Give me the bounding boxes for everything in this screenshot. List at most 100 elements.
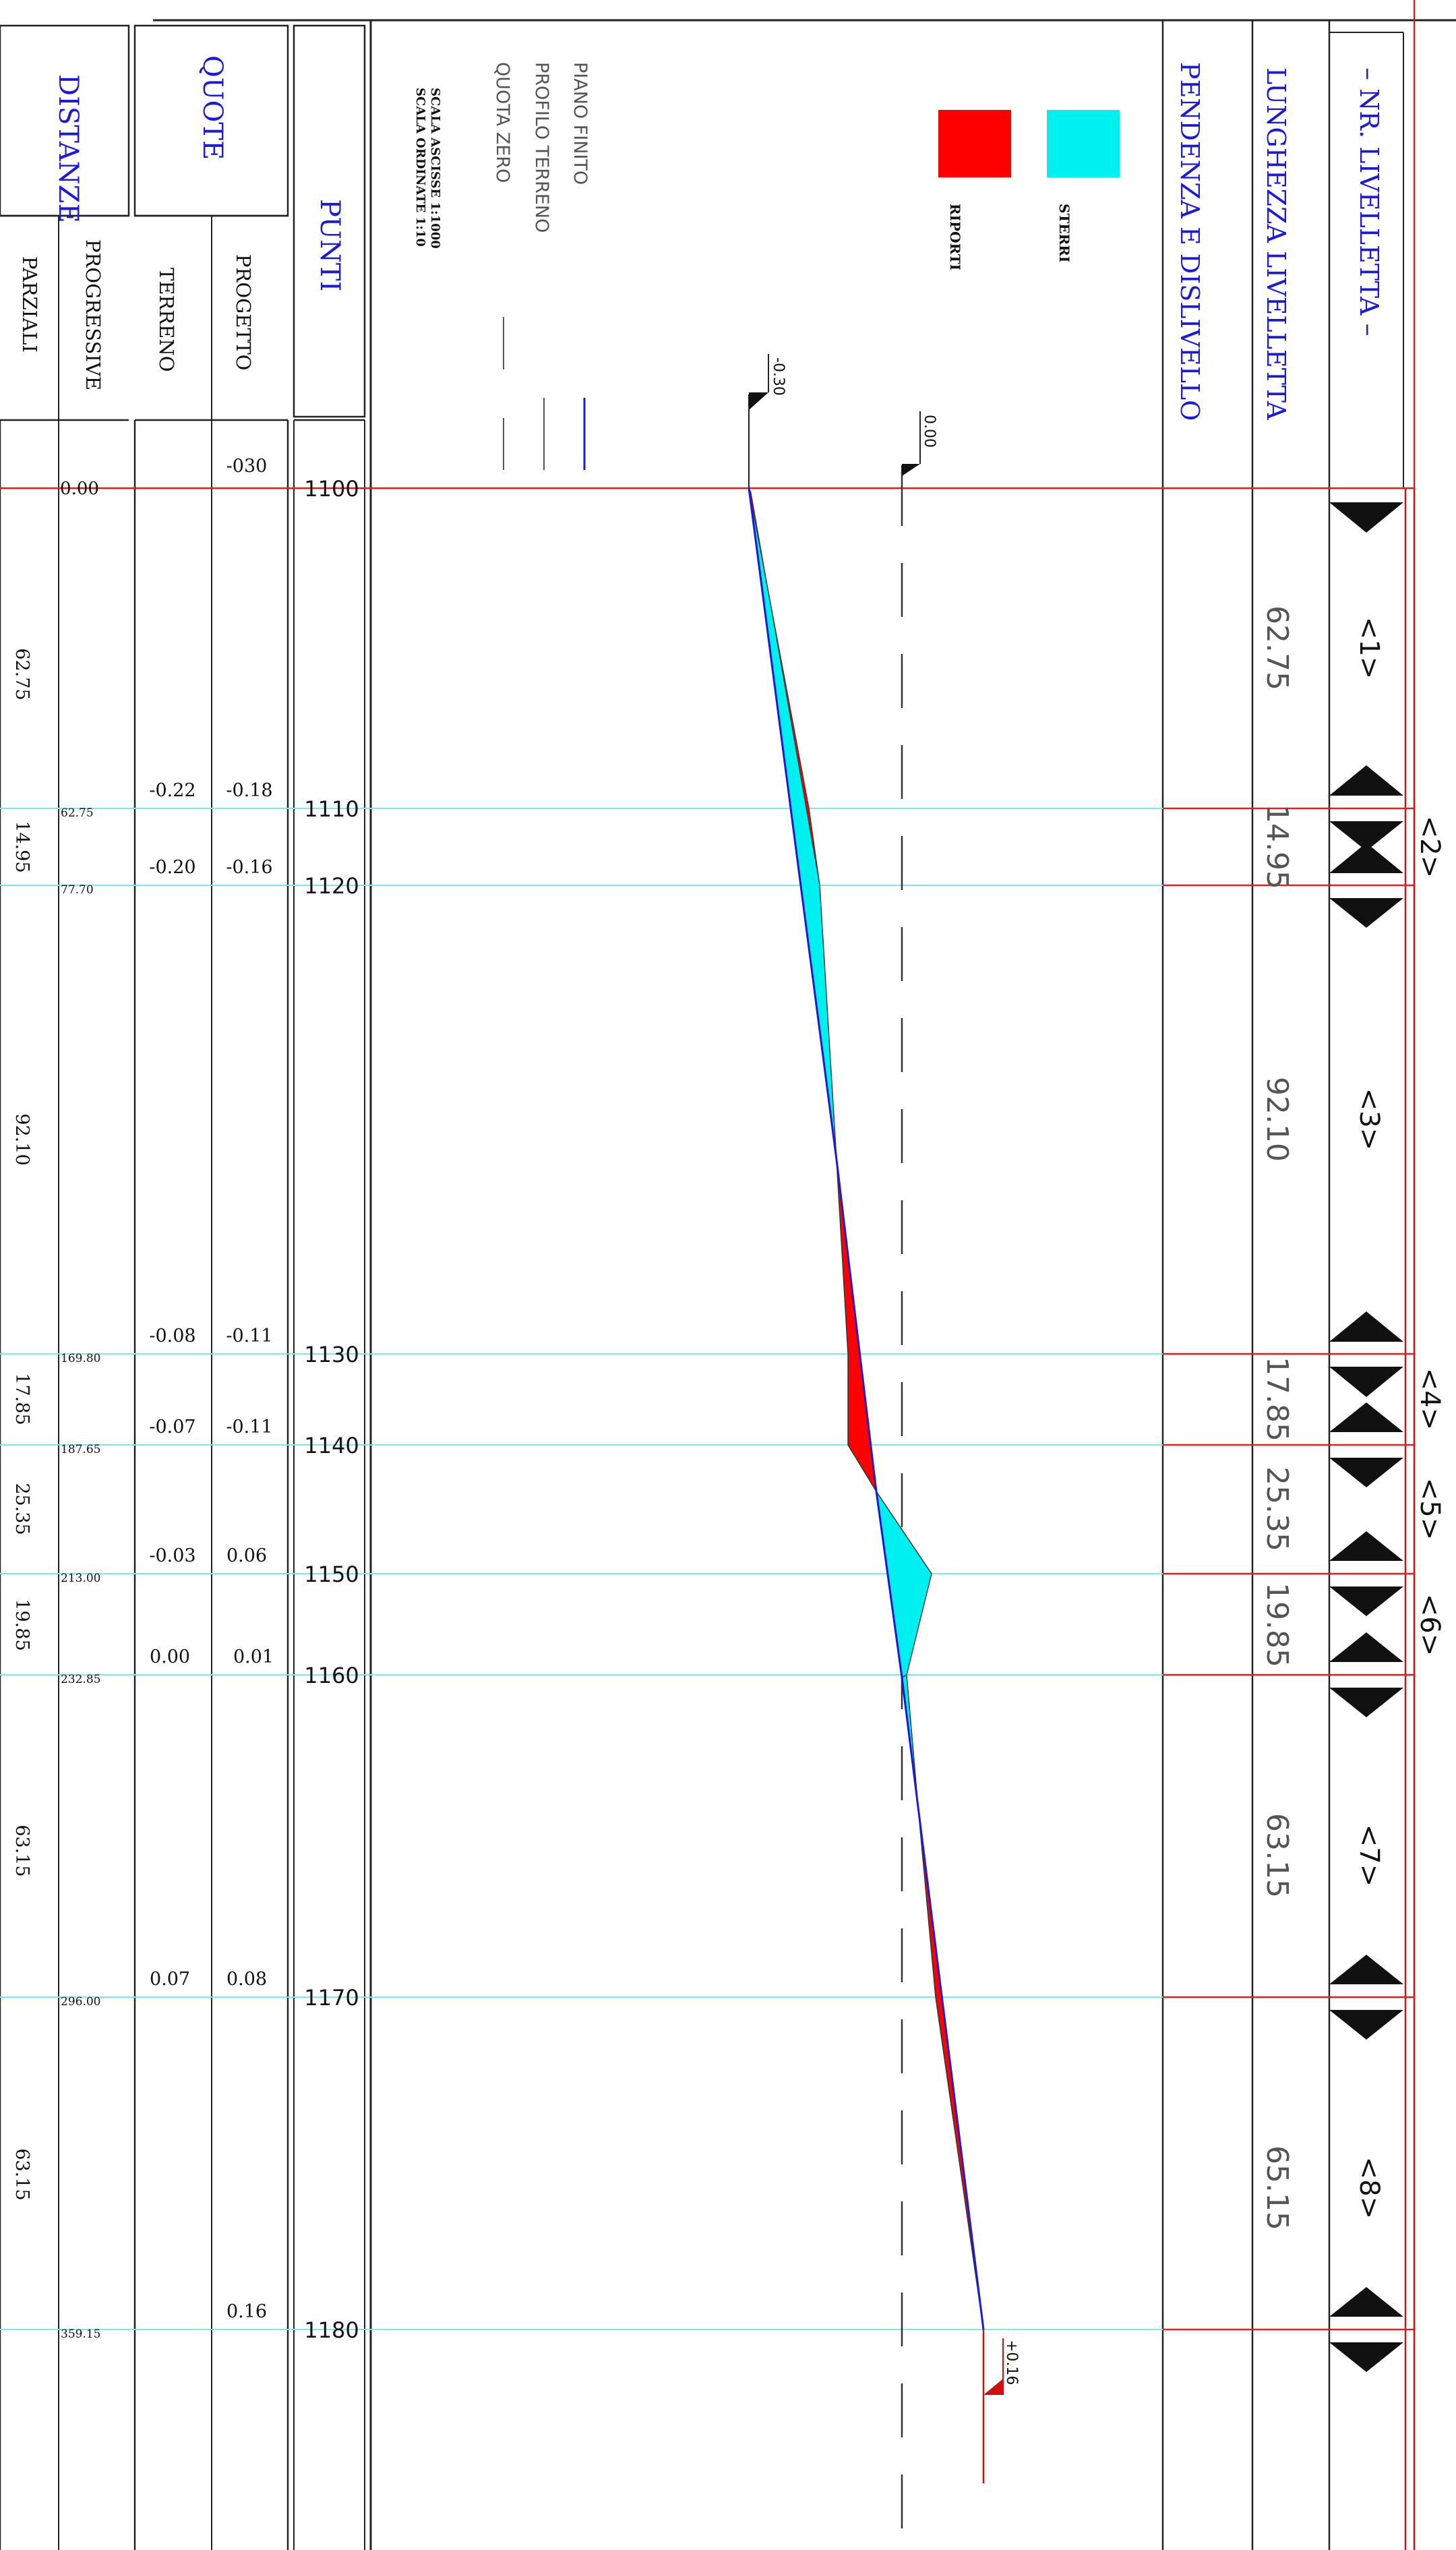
- legend-sterri-label: STERRI: [1056, 204, 1072, 262]
- livelletta-6-length: 19.85: [1260, 1582, 1294, 1667]
- header-pendenza-dislivello: PENDENZA E DISLIVELLO: [1175, 62, 1205, 421]
- legend-riporti-label: RIPORTI: [947, 204, 963, 270]
- grade-marker-1130-b: [1329, 1367, 1403, 1397]
- header-quote: QUOTE: [197, 55, 228, 160]
- legend: PIANO FINITO PROFILO TERRENO QUOTA ZERO …: [413, 62, 1120, 470]
- legend-sterri-swatch: [1047, 110, 1120, 177]
- profile: -0.30 0.00 +0.16: [748, 354, 1020, 2550]
- scale-ascisse: SCALA ASCISSE 1:1000: [428, 88, 442, 249]
- header-distanze: DISTANZE: [53, 74, 84, 223]
- row-1150-progetto: 0.06: [226, 1545, 267, 1566]
- start-progetto: -030: [226, 456, 268, 477]
- row-1160-progressiva: 232.85: [61, 1673, 100, 1686]
- header-progressive: PROGRESSIVE: [82, 239, 104, 390]
- row-1160-terreno: 0.00: [150, 1647, 190, 1667]
- livelletta-1-length: 62.75: [1260, 605, 1294, 690]
- legend-riporti-swatch: [938, 110, 1011, 177]
- start-progressiva: 0.00: [60, 479, 99, 499]
- grade-marker-1120-a: [1329, 843, 1403, 873]
- livelletta-2-length: 14.95: [1260, 804, 1294, 889]
- grade-marker-1140-a: [1329, 1402, 1403, 1432]
- row-1180-progetto: 0.16: [226, 2301, 267, 2322]
- row-1140-progressiva: 187.65: [61, 1443, 100, 1456]
- livelletta-8-length: 65.15: [1260, 2145, 1294, 2230]
- row-1130-parziale: 92.10: [11, 1113, 32, 1165]
- row-1160-progetto: 0.01: [233, 1647, 274, 1667]
- grade-marker-1110-a: [1329, 765, 1403, 796]
- grade-marker-1180-b: [1329, 2342, 1403, 2372]
- grade-marker-1150-a: [1329, 1531, 1403, 1561]
- row-1160-parziale: 19.85: [11, 1599, 32, 1651]
- row-1110-terreno: -0.22: [149, 780, 195, 801]
- row-1170-progressiva: 296.00: [61, 1995, 100, 2009]
- row-1140-progetto: -0.11: [226, 1417, 272, 1437]
- row-1180-progressiva: 359.15: [61, 2327, 100, 2341]
- row-1160-punto: 1160: [304, 1663, 359, 1688]
- grade-marker-1110-b: [1329, 821, 1403, 851]
- grade-marker-1170-a: [1329, 1955, 1403, 1984]
- row-1130-terreno: -0.08: [149, 1326, 195, 1346]
- row-1130-progressiva: 169.80: [61, 1352, 100, 1365]
- header-parziali: PARZIALI: [18, 256, 41, 353]
- grade-marker-1120-b: [1329, 898, 1403, 928]
- row-1170-terreno: 0.07: [150, 1969, 190, 1990]
- livellette: 62.75 14.95 92.10 17.85 25.35 19.85 63.1…: [1260, 605, 1445, 2230]
- table-headers: DISTANZE PROGRESSIVE PARZIALI QUOTE TERR…: [18, 55, 1384, 421]
- row-1150-punto: 1150: [304, 1562, 359, 1587]
- livelletta-1-nr: <1>: [1354, 617, 1385, 679]
- grade-marker-1150-b: [1329, 1587, 1403, 1616]
- legend-quota-zero-label: QUOTA ZERO: [492, 62, 513, 183]
- section-lines: [0, 487, 1414, 2331]
- livelletta-4-length: 17.85: [1260, 1357, 1294, 1442]
- row-1110-parziale: 62.75: [11, 648, 32, 700]
- row-1120-terreno: -0.20: [149, 857, 195, 878]
- row-1140-terreno: -0.07: [149, 1417, 195, 1437]
- end-elevation-label: +0.16: [1003, 2340, 1020, 2385]
- header-punti: PUNTI: [314, 199, 345, 291]
- livelletta-3-length: 92.10: [1260, 1077, 1294, 1162]
- row-1180-punto: 1180: [304, 2317, 359, 2343]
- livelletta-4-nr: <4>: [1414, 1368, 1445, 1430]
- legend-profilo-terreno-label: PROFILO TERRENO: [531, 62, 552, 233]
- row-1170-punto: 1170: [304, 1985, 359, 2011]
- row-1130-punto: 1130: [304, 1342, 359, 1367]
- sterri-area-2: [876, 1491, 932, 1679]
- grade-marker-1170-b: [1329, 2010, 1403, 2040]
- header-lunghezza-livelletta: LUNGHEZZA LIVELLETTA: [1261, 67, 1291, 420]
- row-1110-punto: 1110: [304, 796, 359, 822]
- grade-marker-1130-a: [1329, 1311, 1403, 1342]
- start-elevation-marker: [749, 392, 768, 410]
- zero-elevation-marker: [902, 464, 920, 476]
- livelletta-8-nr: <8>: [1354, 2157, 1385, 2219]
- grade-marker-1160-b: [1329, 1688, 1403, 1717]
- data-rows: 1110 -0.18 -0.22 62.75 62.75 1120 -0.16 …: [11, 648, 359, 2343]
- livelletta-5-nr: <5>: [1414, 1478, 1445, 1540]
- row-1130-progetto: -0.11: [226, 1326, 272, 1346]
- row-1120-progetto: -0.16: [226, 857, 272, 878]
- grade-marker-1140-b: [1329, 1458, 1403, 1487]
- row-1140-punto: 1140: [304, 1433, 359, 1458]
- row-1150-progressiva: 213.00: [61, 1572, 100, 1585]
- row-1180-parziale: 63.15: [11, 2148, 32, 2200]
- end-elevation-marker: [983, 2379, 1003, 2395]
- grade-break-markers: [1329, 502, 1403, 2372]
- row-1170-progetto: 0.08: [226, 1969, 267, 1990]
- header-nr-livelletta: – NR. LIVELLETTA –: [1354, 67, 1384, 336]
- start-punto: 1100: [304, 476, 359, 502]
- header-progetto: PROGETTO: [232, 254, 255, 370]
- start-row: -030 0.00 1100: [60, 456, 359, 502]
- start-elevation-label: -0.30: [770, 357, 787, 396]
- livelletta-2-nr: <2>: [1414, 816, 1445, 878]
- row-1110-progressiva: 62.75: [61, 806, 94, 820]
- grade-marker-1100: [1329, 502, 1403, 533]
- livelletta-3-nr: <3>: [1354, 1088, 1385, 1150]
- row-1150-terreno: -0.03: [149, 1545, 195, 1566]
- livelletta-7-nr: <7>: [1354, 1825, 1385, 1887]
- piano-finito-line: [748, 487, 985, 2330]
- row-1120-punto: 1120: [304, 873, 359, 899]
- grade-marker-1180-a: [1329, 2287, 1403, 2317]
- row-1170-parziale: 63.15: [11, 1825, 32, 1876]
- row-1120-progressiva: 77.70: [61, 883, 94, 897]
